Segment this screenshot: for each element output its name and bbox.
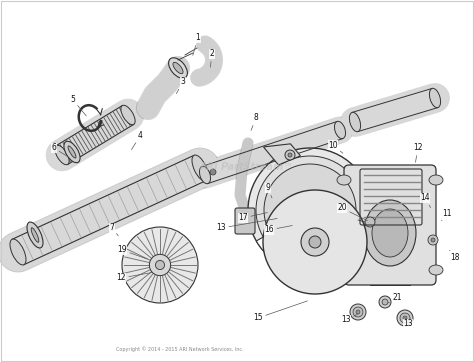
FancyBboxPatch shape bbox=[344, 165, 436, 285]
Circle shape bbox=[263, 190, 367, 294]
Ellipse shape bbox=[400, 313, 410, 323]
Ellipse shape bbox=[350, 304, 366, 320]
Ellipse shape bbox=[121, 105, 135, 125]
Ellipse shape bbox=[364, 200, 416, 266]
Text: 6: 6 bbox=[52, 143, 68, 156]
Ellipse shape bbox=[64, 141, 80, 163]
Text: 13: 13 bbox=[403, 318, 413, 328]
Text: Copyright © 2014 - 2015 ARI Network Services, Inc.: Copyright © 2014 - 2015 ARI Network Serv… bbox=[117, 346, 244, 352]
Text: 4: 4 bbox=[131, 131, 143, 150]
Ellipse shape bbox=[397, 310, 413, 326]
Ellipse shape bbox=[192, 155, 208, 181]
Text: 12: 12 bbox=[116, 273, 152, 282]
Ellipse shape bbox=[382, 299, 388, 305]
Ellipse shape bbox=[55, 145, 69, 165]
Ellipse shape bbox=[353, 307, 363, 317]
Ellipse shape bbox=[429, 265, 443, 275]
Ellipse shape bbox=[372, 209, 408, 257]
Ellipse shape bbox=[403, 316, 407, 320]
Circle shape bbox=[285, 150, 295, 160]
Text: ARI PartStream™: ARI PartStream™ bbox=[200, 161, 293, 172]
Circle shape bbox=[149, 254, 171, 275]
Text: 14: 14 bbox=[420, 194, 430, 207]
Circle shape bbox=[288, 153, 292, 157]
Circle shape bbox=[256, 156, 364, 264]
Circle shape bbox=[248, 148, 372, 272]
Ellipse shape bbox=[428, 235, 438, 245]
Text: 16: 16 bbox=[264, 226, 292, 235]
Text: 13: 13 bbox=[216, 218, 277, 232]
Text: 1: 1 bbox=[193, 34, 201, 55]
Text: 2: 2 bbox=[210, 50, 214, 67]
Ellipse shape bbox=[379, 296, 391, 308]
Ellipse shape bbox=[10, 239, 26, 265]
Ellipse shape bbox=[169, 58, 187, 78]
Polygon shape bbox=[264, 144, 301, 165]
Ellipse shape bbox=[200, 166, 210, 184]
Ellipse shape bbox=[210, 169, 216, 175]
Circle shape bbox=[122, 227, 198, 303]
Ellipse shape bbox=[337, 265, 351, 275]
Text: 12: 12 bbox=[413, 143, 423, 162]
Ellipse shape bbox=[431, 238, 435, 242]
Circle shape bbox=[155, 260, 164, 270]
Ellipse shape bbox=[429, 175, 443, 185]
Ellipse shape bbox=[349, 112, 361, 132]
Ellipse shape bbox=[337, 175, 351, 185]
Ellipse shape bbox=[356, 310, 360, 314]
Circle shape bbox=[309, 236, 321, 248]
Wedge shape bbox=[256, 210, 310, 271]
Ellipse shape bbox=[68, 146, 76, 158]
Text: 17: 17 bbox=[238, 212, 267, 223]
Ellipse shape bbox=[173, 62, 183, 74]
Text: 19: 19 bbox=[117, 245, 147, 259]
Text: 10: 10 bbox=[328, 140, 343, 153]
Ellipse shape bbox=[27, 222, 43, 248]
Text: 20: 20 bbox=[337, 203, 367, 221]
Circle shape bbox=[301, 228, 329, 256]
Text: 11: 11 bbox=[442, 209, 452, 221]
Text: 13: 13 bbox=[341, 314, 357, 324]
Circle shape bbox=[264, 164, 356, 256]
Text: 7: 7 bbox=[109, 223, 118, 236]
Text: 15: 15 bbox=[253, 301, 307, 323]
Ellipse shape bbox=[365, 217, 375, 227]
Text: 8: 8 bbox=[251, 114, 258, 130]
Text: 5: 5 bbox=[71, 96, 86, 116]
Text: 3: 3 bbox=[176, 77, 185, 94]
Ellipse shape bbox=[335, 121, 346, 139]
FancyBboxPatch shape bbox=[235, 208, 255, 234]
Text: 18: 18 bbox=[450, 250, 460, 262]
Text: 9: 9 bbox=[265, 184, 272, 198]
Ellipse shape bbox=[31, 228, 39, 242]
Ellipse shape bbox=[429, 88, 441, 108]
Text: 21: 21 bbox=[388, 294, 402, 303]
